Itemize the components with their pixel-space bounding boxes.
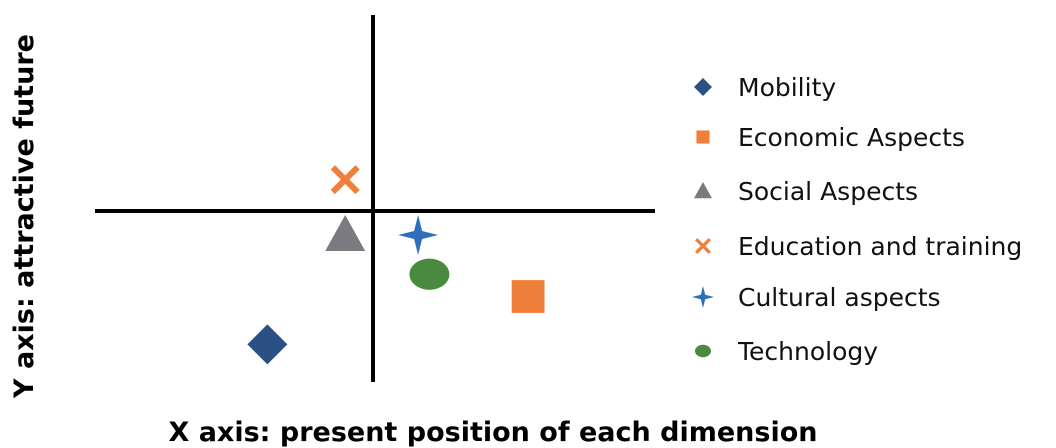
legend-label-mobility: Mobility [738, 73, 836, 102]
point-mobility [247, 324, 288, 365]
y-axis-title: Y axis: attractive future [9, 34, 40, 399]
legend-marker-mobility [694, 78, 712, 96]
point-technology [409, 258, 450, 290]
data-points [247, 165, 545, 365]
legend: Mobility Economic Aspects Social Aspects Ed… [692, 73, 1022, 366]
x-axis-title: X axis: present position of each dimensi… [169, 417, 818, 448]
legend-label-social-aspects: Social Aspects [738, 177, 918, 206]
point-education-and-training [330, 165, 360, 195]
legend-marker-technology [695, 344, 711, 358]
legend-marker-economic-aspects [696, 130, 710, 144]
point-cultural-aspects [398, 214, 439, 255]
legend-marker-social-aspects [694, 182, 712, 199]
point-economic-aspects [511, 280, 545, 313]
legend-label-technology: Technology [737, 337, 878, 366]
legend-label-cultural-aspects: Cultural aspects [738, 283, 941, 312]
legend-marker-cultural-aspects [692, 286, 714, 308]
point-social-aspects [325, 214, 366, 251]
legend-marker-education-and-training [695, 238, 711, 254]
legend-label-education-and-training: Education and training [738, 232, 1022, 261]
legend-label-economic-aspects: Economic Aspects [738, 123, 965, 152]
